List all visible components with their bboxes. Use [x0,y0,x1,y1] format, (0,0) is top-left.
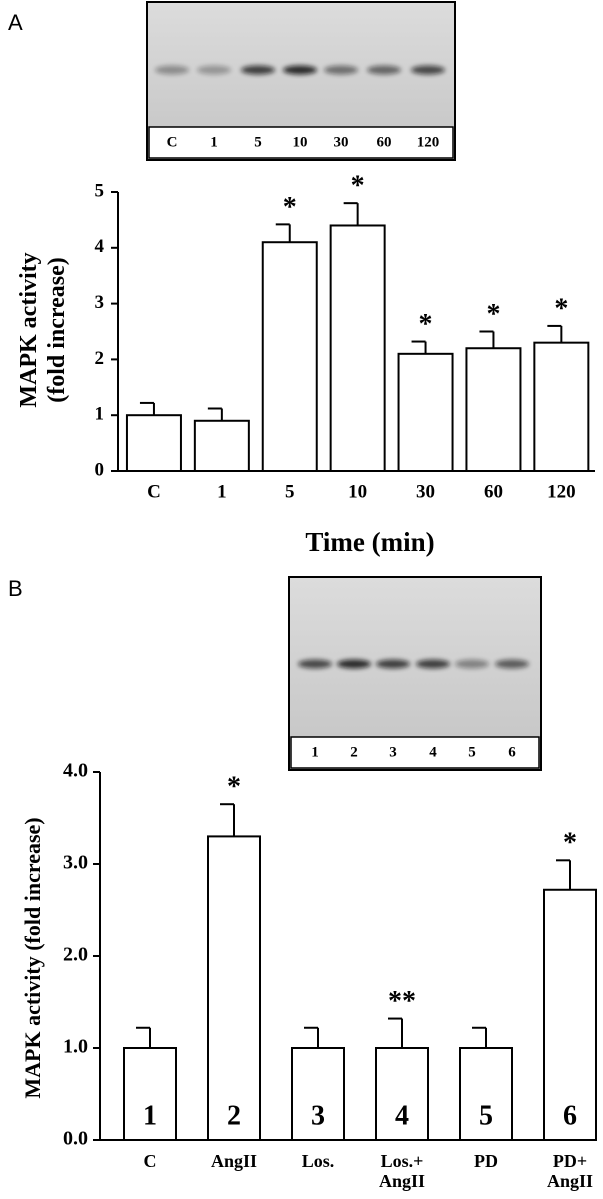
significance-marker: * [563,828,577,859]
bar-number: 3 [311,1100,325,1131]
significance-marker: * [419,309,433,340]
bar [261,241,318,472]
y-tick-label: 0 [95,459,105,480]
blot-lane-label: 10 [293,134,308,150]
blot-lane-label: 5 [254,134,262,150]
bar [533,341,590,472]
y-tick-label: 2.0 [63,944,88,966]
significance-marker: * [486,299,500,330]
bar [543,888,597,1142]
blot-lane-label: 30 [334,134,349,150]
blot-band [411,65,445,75]
y-tick-label: 5 [95,180,105,201]
blot-band [337,659,371,669]
blot-band [367,65,401,75]
blot-band [197,65,231,75]
bar-number: 1 [143,1100,157,1131]
bar-number: 5 [479,1100,493,1131]
bar-number: 6 [563,1100,577,1131]
blot-band [416,659,450,669]
x-tick-label: PD [474,1151,498,1171]
blot-band [495,659,529,669]
blot-band [298,659,332,669]
y-tick-label: 2 [95,348,105,369]
x-tick-label: 60 [484,481,503,502]
panel-label: B [8,576,23,601]
bar-number: 2 [227,1100,241,1131]
y-tick-label: 4 [95,236,105,257]
significance-marker: * [227,772,241,803]
blot-lane-strip [148,126,454,159]
significance-marker: * [283,192,297,223]
bar [207,835,261,1142]
blot-lane-label: 120 [417,134,440,150]
y-tick-label: 3 [95,292,105,313]
blot-band [376,659,410,669]
x-tick-label: C [147,481,161,502]
x-tick-label: 5 [285,481,295,502]
bar [397,352,454,473]
blot-lane-label: 4 [429,744,437,760]
y-axis-label: MAPK activity (fold increase) [20,817,45,1098]
panel-label: A [8,10,23,35]
bar [329,224,386,472]
y-tick-label: 1.0 [63,1036,88,1058]
bar [193,419,250,472]
blot-lane-label: 1 [311,744,319,760]
blot-lane-label: 6 [508,744,516,760]
bar [125,414,182,473]
y-tick-label: 1 [95,404,105,425]
blot-lane-strip [290,736,540,769]
significance-marker: * [554,293,568,324]
x-axis-label: Time (min) [305,527,434,557]
x-tick-label: 10 [348,481,367,502]
bar [375,1047,429,1141]
significance-marker: * [351,171,365,202]
bar [291,1047,345,1141]
x-tick-label: 120 [547,481,576,502]
blot-lane-label: 60 [377,134,392,150]
x-tick-label: 1 [217,481,227,502]
y-tick-label: 4.0 [63,760,88,782]
x-tick-label: AngII [211,1151,257,1171]
blot-lane-label: 1 [210,134,218,150]
y-tick-label: 3.0 [63,852,88,874]
blot-lane-label: C [167,134,178,150]
blot-lane-label: 3 [389,744,397,760]
blot-band [155,65,189,75]
y-tick-label: 0.0 [63,1128,88,1150]
blot-band [324,65,358,75]
bar-number: 4 [395,1100,409,1131]
x-tick-label: PD+ AngII [547,1151,593,1191]
bar [465,347,522,472]
bar [123,1047,177,1141]
x-tick-label: Los.+ AngII [379,1151,425,1191]
blot-lane-label: 5 [468,744,476,760]
blot-band [241,65,275,75]
significance-marker: ** [388,986,416,1017]
x-tick-label: 30 [416,481,435,502]
blot-band [283,65,317,75]
x-tick-label: C [144,1151,157,1171]
blot-band [455,659,489,669]
bar [459,1047,513,1141]
y-axis-label: MAPK activity(fold increase) [16,252,70,407]
x-tick-label: Los. [302,1151,335,1171]
blot-lane-label: 2 [350,744,358,760]
